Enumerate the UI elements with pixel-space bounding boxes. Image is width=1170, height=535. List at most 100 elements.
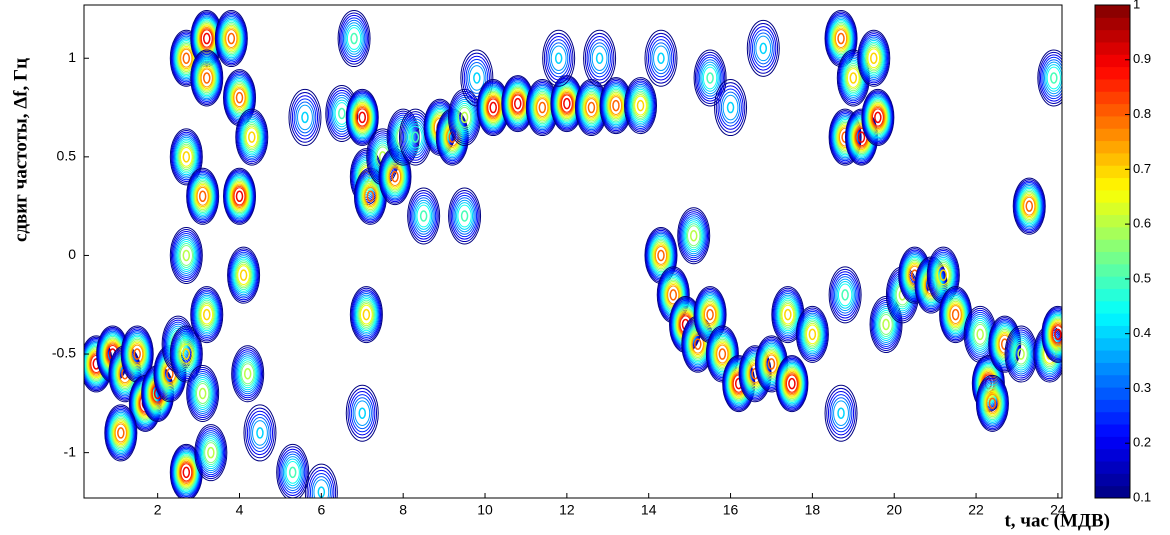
x-tick-label: 10 (477, 502, 493, 518)
colorbar-tick-label: 0.6 (1133, 216, 1151, 231)
contour-ring (631, 90, 650, 121)
contour-blob (190, 49, 224, 107)
contour-ring (178, 143, 195, 171)
contour-ring (194, 183, 211, 209)
contour-blob (775, 355, 809, 413)
contour-ring (943, 294, 968, 335)
contour-ring (227, 175, 252, 218)
contour-ring (824, 384, 858, 442)
contour-peak (203, 308, 211, 321)
contour-ring (109, 414, 132, 452)
contour-ring (190, 49, 224, 107)
contour-ring (195, 58, 219, 98)
contour-ring (700, 299, 720, 330)
contour-peak (784, 308, 792, 321)
contour-ring (352, 397, 372, 430)
contour-peak (759, 42, 768, 55)
contour-ring (191, 374, 214, 412)
contour-ring (946, 299, 965, 330)
contour-ring (755, 35, 772, 62)
contour-ring (717, 85, 744, 130)
contour-ring (866, 46, 882, 70)
contour-ring (242, 122, 261, 153)
contour-ring (112, 419, 130, 447)
contour-ring (131, 344, 144, 364)
contour-ring (218, 17, 244, 60)
contour-ring (227, 176, 252, 216)
contour-peak (612, 99, 620, 112)
contour-peak (203, 72, 211, 84)
contour-ring (549, 42, 569, 75)
contour-ring (170, 228, 202, 282)
contour-ring (864, 43, 883, 74)
contour-ring (1020, 192, 1038, 220)
contour-blob (186, 364, 220, 422)
contour-ring (313, 479, 330, 498)
contour-ring (230, 182, 249, 211)
contour-ring (344, 22, 364, 55)
contour-ring (353, 292, 380, 337)
contour-ring (830, 20, 852, 57)
contour-ring (345, 24, 363, 53)
contour-ring (357, 299, 376, 330)
contour-ring (708, 329, 737, 379)
contour-ring (113, 420, 129, 446)
contour-ring (971, 319, 990, 349)
contour-ring (681, 215, 706, 257)
contour-ring (234, 260, 253, 291)
colorbar-tick-label: 0.9 (1133, 51, 1151, 66)
contour-ring (240, 118, 263, 156)
contour-ring (865, 44, 882, 72)
contour-ring (350, 287, 382, 342)
contour-peak (227, 32, 236, 45)
contour-ring (352, 101, 372, 133)
contour-peak (988, 397, 997, 410)
plot-frame (83, 4, 1063, 499)
contour-ring (862, 91, 893, 144)
contour-ring (683, 219, 704, 253)
contour-peak (706, 72, 714, 84)
contour-ring (798, 310, 827, 358)
contour-ring (873, 303, 899, 345)
contour-peak (669, 289, 678, 301)
contour-ring (380, 152, 410, 201)
contour-peak (1017, 348, 1025, 360)
contour-ring (703, 305, 717, 325)
contour-ring (725, 360, 753, 407)
contour-ring (203, 440, 219, 466)
contour-ring (797, 309, 828, 360)
contour-ring (280, 451, 306, 494)
contour-ring (781, 304, 795, 325)
contour-ring (349, 390, 376, 436)
contour-ring (217, 14, 246, 63)
contour-peak (473, 72, 481, 84)
contour-peak (657, 52, 665, 64)
contour-ring (105, 405, 137, 460)
contour-blob (104, 404, 138, 462)
contour-ring (715, 343, 730, 365)
contour-ring (738, 345, 772, 403)
contour-ring (864, 94, 892, 141)
contour-ring (238, 359, 257, 389)
contour-blob (828, 266, 862, 324)
contour-ring (536, 98, 549, 117)
contour-ring (831, 23, 851, 54)
colorbar-band (1095, 54, 1130, 68)
contour-ring (693, 49, 727, 107)
contour-blob (1004, 325, 1038, 383)
contour-ring (170, 130, 202, 184)
contour-ring (702, 302, 718, 327)
contour-ring (795, 305, 829, 363)
contour-ring (232, 256, 255, 294)
contour-ring (700, 61, 720, 95)
contour-ring (454, 199, 475, 233)
colorbar-band (1095, 288, 1130, 302)
contour-ring (1041, 56, 1062, 100)
contour-peak (951, 308, 960, 321)
contour-ring (177, 141, 196, 172)
contour-ring (467, 62, 487, 94)
contour-ring (869, 103, 887, 132)
contour-blob (448, 187, 482, 245)
contour-ring (871, 108, 884, 127)
